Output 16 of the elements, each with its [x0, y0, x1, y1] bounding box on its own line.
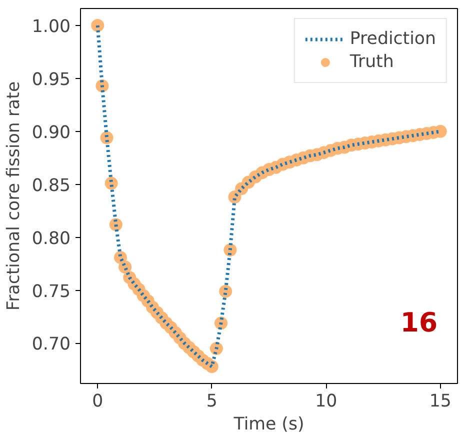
legend-label: Prediction — [350, 29, 436, 49]
x-tick-label: 5 — [206, 392, 218, 412]
x-tick-label: 10 — [315, 392, 338, 412]
y-tick-label: 0.80 — [32, 228, 71, 249]
x-tick-label: 0 — [92, 392, 104, 412]
legend-label: Truth — [350, 52, 394, 72]
x-axis-title: Time (s) — [232, 414, 304, 434]
y-tick-label: 0.75 — [32, 282, 71, 302]
y-tick-label: 1.00 — [32, 16, 71, 37]
y-axis-title: Fractional core fission rate — [4, 81, 24, 311]
annotation: 16 — [400, 308, 438, 338]
y-tick-label: 0.90 — [32, 122, 71, 143]
y-tick-label: 0.70 — [32, 334, 71, 355]
x-tick-label: 15 — [429, 392, 452, 412]
y-tick-label: 0.85 — [32, 176, 71, 196]
y-tick-label: 0.95 — [32, 70, 71, 90]
